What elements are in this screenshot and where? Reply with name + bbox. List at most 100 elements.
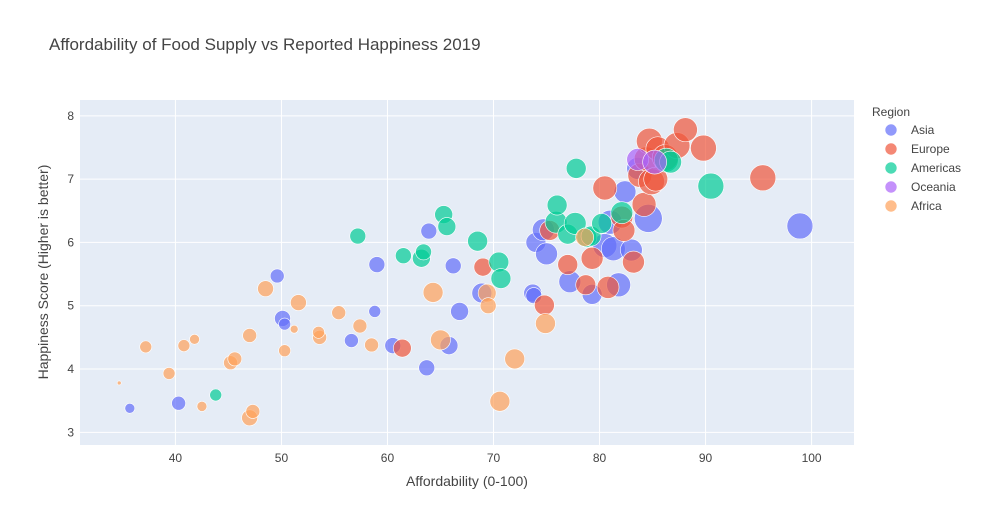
legend-marker xyxy=(884,180,898,194)
x-tick-label: 70 xyxy=(487,451,501,465)
legend-label: Oceania xyxy=(911,180,956,194)
data-point[interactable] xyxy=(196,401,208,412)
chart-title: Affordability of Food Supply vs Reported… xyxy=(49,35,481,54)
data-point[interactable] xyxy=(177,339,191,352)
data-point[interactable] xyxy=(420,222,438,240)
data-point[interactable] xyxy=(444,257,462,275)
data-point[interactable] xyxy=(139,340,153,354)
data-point[interactable] xyxy=(563,212,587,235)
data-point[interactable] xyxy=(749,164,777,192)
data-point[interactable] xyxy=(575,228,594,247)
data-point[interactable] xyxy=(393,338,412,358)
legend-item-asia[interactable]: Asia xyxy=(884,123,935,137)
data-point[interactable] xyxy=(352,318,368,334)
data-point[interactable] xyxy=(580,246,604,270)
data-point[interactable] xyxy=(209,388,223,402)
series-oceania xyxy=(626,148,667,175)
data-point[interactable] xyxy=(479,297,497,315)
data-point[interactable] xyxy=(591,213,612,234)
legend-label: Europe xyxy=(911,142,950,156)
legend-label: Africa xyxy=(911,199,942,213)
series-africa xyxy=(116,228,594,427)
data-point[interactable] xyxy=(557,254,579,275)
data-point[interactable] xyxy=(278,317,291,331)
y-tick-label: 3 xyxy=(67,425,74,439)
x-tick-label: 40 xyxy=(169,451,183,465)
data-point[interactable] xyxy=(331,305,347,320)
data-point[interactable] xyxy=(418,359,436,377)
data-point[interactable] xyxy=(622,250,645,274)
legend-item-africa[interactable]: Africa xyxy=(884,199,942,213)
data-point[interactable] xyxy=(642,149,667,175)
data-point[interactable] xyxy=(242,328,257,343)
x-tick-labels: 40 50 60 70 80 90 100 xyxy=(169,451,822,465)
data-point[interactable] xyxy=(437,217,457,236)
data-point[interactable] xyxy=(395,247,412,265)
data-point[interactable] xyxy=(290,294,307,311)
legend-label: Americas xyxy=(911,161,961,175)
y-tick-label: 6 xyxy=(67,235,74,249)
x-tick-label: 90 xyxy=(699,451,713,465)
data-point[interactable] xyxy=(490,268,512,289)
y-tick-labels: 3 4 5 6 7 8 xyxy=(67,109,74,440)
data-point[interactable] xyxy=(535,313,556,334)
data-point[interactable] xyxy=(162,367,176,380)
data-point[interactable] xyxy=(189,333,200,345)
y-tick-label: 5 xyxy=(67,299,74,313)
data-point[interactable] xyxy=(690,134,717,162)
data-points xyxy=(116,117,814,427)
legend-item-oceania[interactable]: Oceania xyxy=(884,180,956,194)
data-point[interactable] xyxy=(631,192,657,217)
data-point[interactable] xyxy=(450,302,469,321)
data-point[interactable] xyxy=(368,256,386,273)
data-point[interactable] xyxy=(257,280,274,297)
data-point[interactable] xyxy=(534,294,555,316)
data-point[interactable] xyxy=(467,230,488,252)
legend-marker xyxy=(884,142,898,156)
legend-items[interactable]: Asia Europe Americas Oceania Africa xyxy=(884,123,961,213)
x-axis-title: Affordability (0-100) xyxy=(406,473,528,489)
legend-marker xyxy=(884,199,898,213)
data-point[interactable] xyxy=(596,276,620,299)
data-point[interactable] xyxy=(504,348,526,370)
data-point[interactable] xyxy=(364,337,379,353)
legend-item-europe[interactable]: Europe xyxy=(884,142,950,156)
y-axis-title: Happiness Score (Higher is better) xyxy=(35,165,51,380)
legend-label: Asia xyxy=(911,123,935,137)
data-point[interactable] xyxy=(430,329,451,351)
y-tick-label: 4 xyxy=(67,362,74,376)
y-tick-label: 7 xyxy=(67,172,74,186)
data-point[interactable] xyxy=(344,333,359,348)
data-point[interactable] xyxy=(489,391,511,412)
data-point[interactable] xyxy=(368,305,382,318)
data-point[interactable] xyxy=(697,172,725,200)
data-point[interactable] xyxy=(124,402,136,414)
x-tick-label: 100 xyxy=(802,451,822,465)
data-point[interactable] xyxy=(786,212,814,240)
data-point[interactable] xyxy=(171,395,186,411)
data-point[interactable] xyxy=(269,268,285,284)
legend-title: Region xyxy=(872,105,910,119)
data-point[interactable] xyxy=(415,243,432,261)
data-point[interactable] xyxy=(245,404,261,419)
x-tick-label: 60 xyxy=(381,451,395,465)
data-point[interactable] xyxy=(227,351,243,367)
data-point[interactable] xyxy=(575,274,597,296)
data-point[interactable] xyxy=(565,158,587,179)
data-point[interactable] xyxy=(535,242,558,266)
data-point[interactable] xyxy=(278,344,291,357)
data-point[interactable] xyxy=(422,282,444,303)
data-point[interactable] xyxy=(116,380,122,386)
legend[interactable]: Region Asia Europe Americas Oceania Africa xyxy=(872,105,961,213)
data-point[interactable] xyxy=(592,175,618,201)
data-point[interactable] xyxy=(312,326,325,339)
x-tick-label: 50 xyxy=(275,451,289,465)
data-point[interactable] xyxy=(610,201,634,224)
data-point[interactable] xyxy=(673,117,698,143)
data-point[interactable] xyxy=(349,227,367,245)
legend-item-americas[interactable]: Americas xyxy=(884,161,961,175)
data-point[interactable] xyxy=(289,324,299,334)
data-point[interactable] xyxy=(546,194,568,216)
